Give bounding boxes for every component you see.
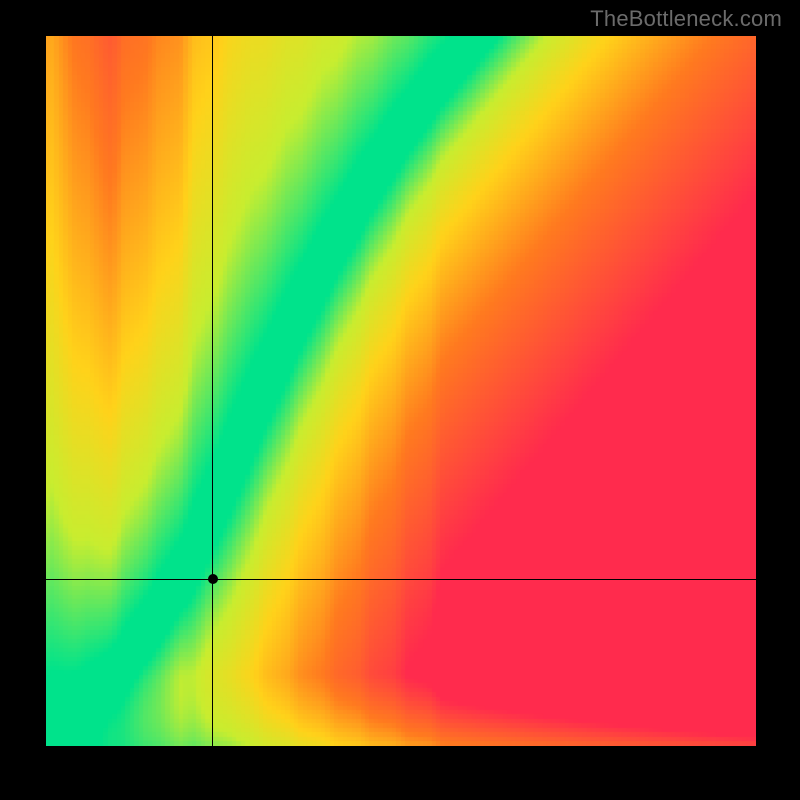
chart-container: TheBottleneck.com: [0, 0, 800, 800]
bottleneck-heatmap: [46, 36, 756, 746]
watermark-text: TheBottleneck.com: [590, 6, 782, 32]
